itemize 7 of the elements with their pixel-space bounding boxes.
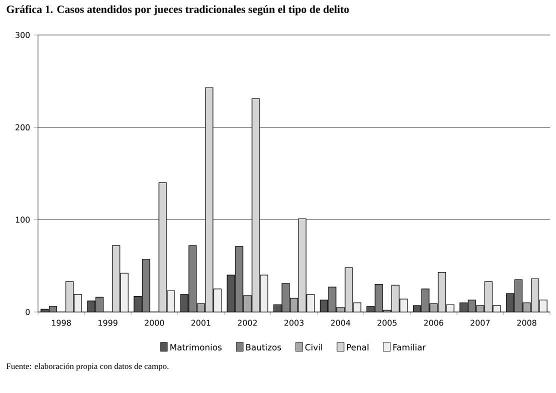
legend-label: Matrimonios [170, 344, 222, 350]
chart-title: Gráfica 1. Casos atendidos por jueces tradicionales según el tipo de delito [6, 5, 349, 16]
source-note: Fuente: elaboración propia con datos de campo. [6, 363, 168, 371]
legend-label: Civil [305, 344, 322, 350]
legend-label: Bautizos [246, 344, 282, 350]
legend-label: Familiar [393, 344, 426, 350]
legend-label: Penal [347, 344, 368, 350]
